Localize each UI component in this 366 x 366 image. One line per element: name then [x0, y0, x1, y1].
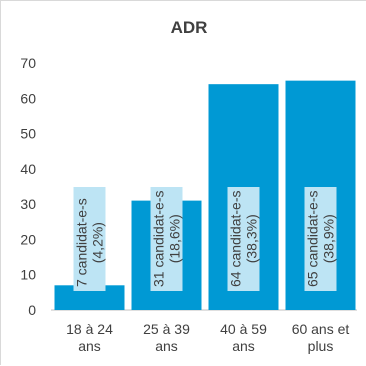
data-label-box — [304, 187, 337, 291]
category-label: ans — [232, 338, 255, 354]
data-label-percent: (38,9%) — [321, 214, 337, 263]
category-label: ans — [78, 338, 101, 354]
data-label-box — [227, 187, 260, 291]
data-label-box — [150, 187, 183, 291]
y-tick-label: 20 — [20, 231, 36, 247]
bars: 7 candidat-e-s (4,2%) 31 candidat-e-s (18,6… — [54, 80, 356, 311]
y-tick-label: 0 — [28, 302, 36, 318]
data-label: 31 candidat-e-s (18,6%) — [151, 190, 183, 287]
y-tick-label: 10 — [20, 267, 36, 283]
category-label: ans — [155, 338, 178, 354]
chart-title: ADR — [171, 18, 208, 37]
y-axis: 0 10 20 30 40 50 60 70 — [20, 55, 36, 318]
y-tick-label: 50 — [20, 126, 36, 142]
category-label: plus — [308, 338, 334, 354]
data-label: 65 candidat-e-s (38,9%) — [305, 190, 337, 287]
data-label-percent: (4,2%) — [90, 222, 106, 263]
data-label-count: 31 candidat-e-s — [151, 190, 167, 287]
data-label-percent: (38,3%) — [244, 214, 260, 263]
data-label-count: 65 candidat-e-s — [305, 190, 321, 287]
data-label: 64 candidat-e-s (38,3%) — [228, 190, 260, 287]
data-label-count: 64 candidat-e-s — [228, 190, 244, 287]
data-label: 7 candidat-e-s (4,2%) — [74, 198, 106, 287]
y-tick-label: 70 — [20, 55, 36, 71]
category-label: 60 ans et — [292, 321, 350, 337]
y-tick-label: 40 — [20, 161, 36, 177]
category-label: 18 à 24 — [66, 321, 113, 337]
y-tick-label: 30 — [20, 196, 36, 212]
category-label: 40 à 59 — [220, 321, 267, 337]
data-label-count: 7 candidat-e-s — [74, 198, 90, 287]
data-label-percent: (18,6%) — [167, 214, 183, 263]
category-label: 25 à 39 — [143, 321, 190, 337]
data-label-box — [73, 187, 106, 291]
y-tick-label: 60 — [20, 90, 36, 106]
